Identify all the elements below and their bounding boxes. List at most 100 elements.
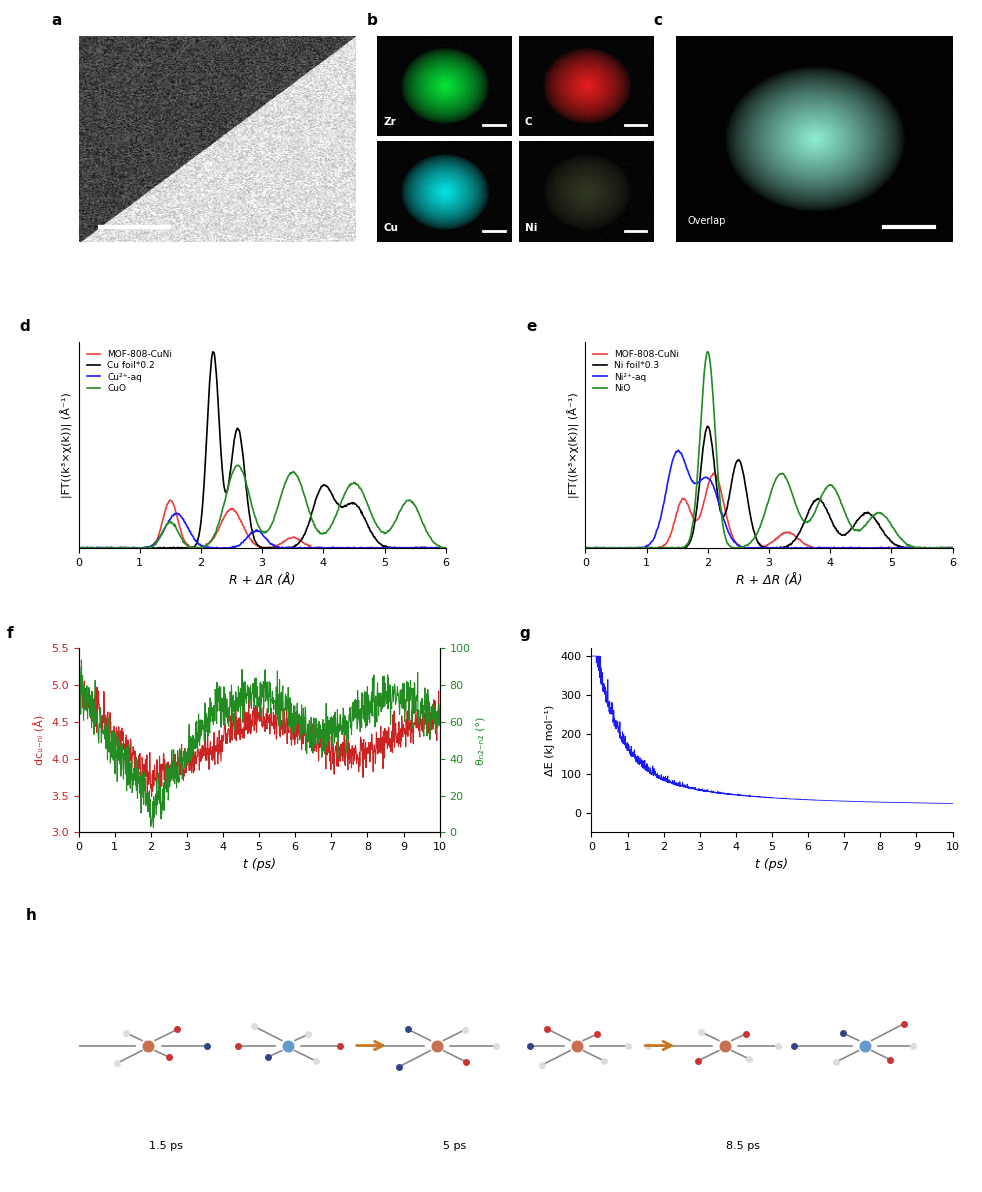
Line: Cu foil*0.2: Cu foil*0.2 — [79, 352, 446, 548]
Line: NiO: NiO — [585, 352, 953, 548]
MOF-808-CuNi — [579, 541, 591, 555]
MOF-808-CuNi — [708, 466, 720, 480]
Ni foil*0.3 — [947, 541, 958, 555]
X-axis label: t (ps): t (ps) — [755, 858, 789, 870]
Ni²⁺-aq — [826, 541, 838, 555]
MOF-808-CuNi — [318, 541, 330, 555]
Y-axis label: dᴄᵤ₋ₙᵢ (Å): dᴄᵤ₋ₙᵢ (Å) — [34, 715, 45, 765]
CuO — [240, 474, 251, 489]
Ni foil*0.3 — [796, 520, 808, 534]
MOF-808-CuNi — [644, 540, 656, 554]
Y-axis label: θₙ₂₋ₙ₂ (°): θₙ₂₋ₙ₂ (°) — [476, 716, 486, 764]
MOF-808-CuNi — [440, 541, 452, 555]
Ni foil*0.3 — [856, 508, 868, 522]
Cu²⁺-aq — [172, 507, 184, 521]
Y-axis label: ΔE (kJ mol⁻¹): ΔE (kJ mol⁻¹) — [545, 704, 555, 776]
Ni foil*0.3 — [746, 516, 758, 530]
Cu foil*0.2 — [440, 540, 452, 554]
Ni²⁺-aq — [797, 541, 809, 555]
MOF-808-CuNi — [674, 497, 685, 511]
Cu²⁺-aq — [440, 541, 452, 555]
Line: MOF-808-CuNi: MOF-808-CuNi — [79, 501, 446, 548]
Text: h: h — [27, 908, 37, 923]
MOF-808-CuNi — [350, 541, 361, 555]
Text: Overlap: Overlap — [687, 216, 726, 226]
MOF-808-CuNi — [240, 522, 251, 536]
Cu²⁺-aq — [137, 541, 149, 555]
MOF-808-CuNi — [165, 493, 177, 508]
Cu²⁺-aq — [351, 541, 362, 555]
Text: Zr: Zr — [383, 117, 396, 126]
Cu foil*0.2 — [73, 541, 84, 555]
NiO — [579, 541, 591, 555]
Cu foil*0.2 — [291, 538, 302, 552]
Cu foil*0.2 — [167, 541, 179, 555]
Cu foil*0.2 — [240, 472, 251, 486]
CuO — [129, 541, 140, 555]
CuO — [232, 458, 244, 472]
Text: Cu: Cu — [383, 223, 399, 232]
Line: Cu²⁺-aq: Cu²⁺-aq — [79, 514, 446, 548]
NiO — [826, 478, 838, 492]
CuO — [351, 477, 362, 491]
NiO — [702, 344, 714, 359]
X-axis label: R + ΔR (Å): R + ΔR (Å) — [736, 573, 802, 586]
CuO — [291, 467, 302, 482]
NiO — [947, 541, 958, 555]
NiO — [797, 513, 809, 527]
Text: C: C — [525, 117, 532, 126]
Cu²⁺-aq — [240, 533, 251, 547]
Ni²⁺-aq — [746, 541, 758, 555]
Text: 8.5 ps: 8.5 ps — [726, 1141, 760, 1151]
Ni²⁺-aq — [673, 443, 684, 458]
MOF-808-CuNi — [857, 541, 869, 555]
MOF-808-CuNi — [813, 541, 825, 555]
Cu foil*0.2 — [207, 344, 219, 359]
Cu foil*0.2 — [137, 541, 149, 555]
Ni foil*0.3 — [825, 513, 837, 527]
MOF-808-CuNi — [796, 535, 808, 550]
MOF-808-CuNi — [826, 541, 838, 555]
MOF-808-CuNi — [290, 530, 301, 545]
CuO — [138, 541, 150, 555]
MOF-808-CuNi — [373, 541, 385, 555]
CuO — [440, 541, 452, 555]
Text: 1.5 ps: 1.5 ps — [149, 1141, 183, 1151]
Ni²⁺-aq — [857, 541, 869, 555]
Text: e: e — [526, 318, 537, 334]
Ni foil*0.3 — [644, 541, 656, 555]
Cu²⁺-aq — [167, 508, 179, 522]
NiO — [593, 541, 605, 555]
CuO — [319, 526, 331, 540]
Ni²⁺-aq — [581, 541, 593, 555]
Text: a: a — [51, 12, 61, 27]
X-axis label: R + ΔR (Å): R + ΔR (Å) — [229, 573, 296, 586]
NiO — [645, 541, 657, 555]
Text: g: g — [519, 626, 530, 641]
Ni²⁺-aq — [579, 541, 591, 555]
Text: c: c — [654, 12, 663, 27]
CuO — [73, 540, 84, 554]
MOF-808-CuNi — [746, 541, 758, 555]
Ni foil*0.3 — [674, 541, 685, 555]
Cu foil*0.2 — [274, 541, 286, 555]
Cu²⁺-aq — [319, 541, 331, 555]
NiO — [857, 521, 869, 535]
Cu foil*0.2 — [319, 478, 331, 492]
X-axis label: t (ps): t (ps) — [243, 858, 276, 870]
NiO — [675, 541, 686, 555]
Ni foil*0.3 — [898, 541, 909, 555]
Ni foil*0.3 — [579, 540, 591, 554]
MOF-808-CuNi — [137, 540, 149, 554]
MOF-808-CuNi — [73, 541, 84, 555]
Cu²⁺-aq — [73, 541, 84, 555]
Legend: MOF-808-CuNi, Ni foil*0.3, Ni²⁺-aq, NiO: MOF-808-CuNi, Ni foil*0.3, Ni²⁺-aq, NiO — [590, 347, 682, 397]
Ni²⁺-aq — [645, 535, 657, 550]
Text: d: d — [20, 318, 30, 334]
Line: Ni foil*0.3: Ni foil*0.3 — [585, 427, 953, 548]
MOF-808-CuNi — [947, 541, 958, 555]
Text: f: f — [6, 626, 13, 641]
Line: MOF-808-CuNi: MOF-808-CuNi — [585, 473, 953, 548]
Cu²⁺-aq — [291, 541, 302, 555]
Cu foil*0.2 — [351, 497, 362, 511]
